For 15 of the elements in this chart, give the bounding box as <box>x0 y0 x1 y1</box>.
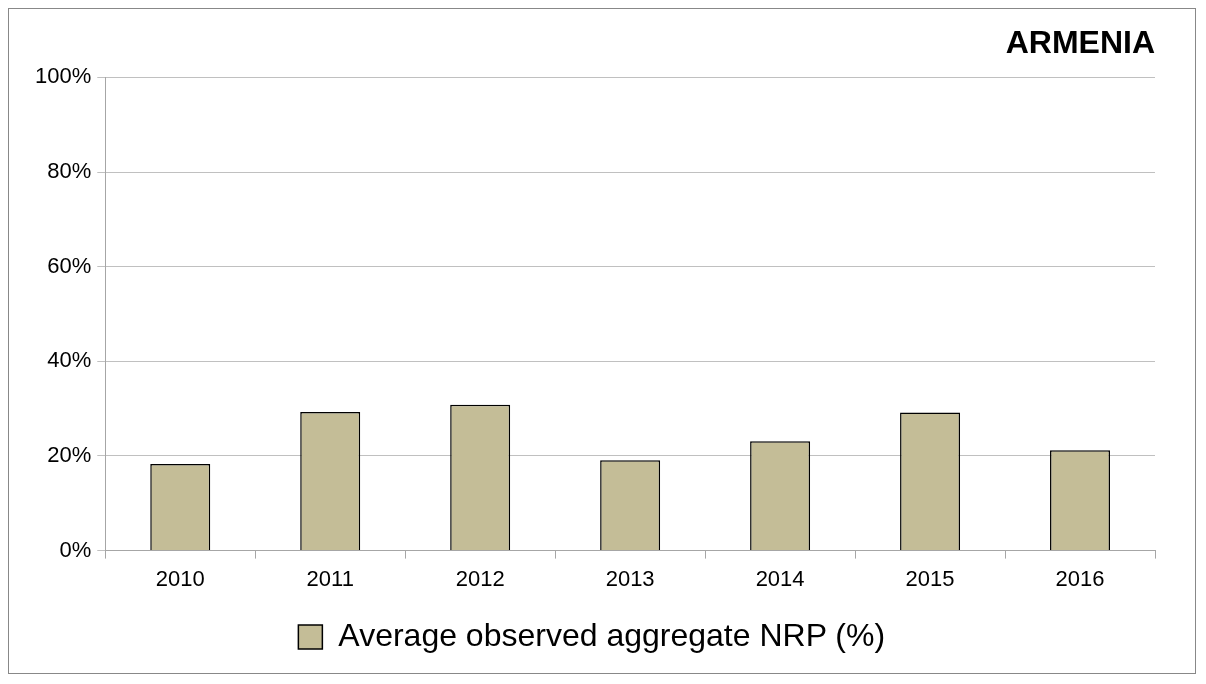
y-tick-label: 40% <box>47 347 92 373</box>
y-tick-label: 20% <box>47 442 92 468</box>
legend-label: Average observed aggregate NRP (%) <box>338 616 886 653</box>
x-tick-label: 2013 <box>605 565 655 591</box>
x-tick-label: 2014 <box>755 565 805 591</box>
y-tick-label: 60% <box>47 252 92 278</box>
x-tick-label: 2016 <box>1055 565 1105 591</box>
y-tick-label: 100% <box>34 63 92 89</box>
x-tick-label: 2010 <box>155 565 205 591</box>
x-tick-label: 2011 <box>306 565 354 591</box>
chart-title: ARMENIA <box>1005 24 1155 61</box>
x-tick-label: 2015 <box>905 565 955 591</box>
y-tick-label: 0% <box>59 536 92 562</box>
x-tick-label: 2012 <box>455 565 505 591</box>
y-tick-label: 80% <box>47 158 92 184</box>
